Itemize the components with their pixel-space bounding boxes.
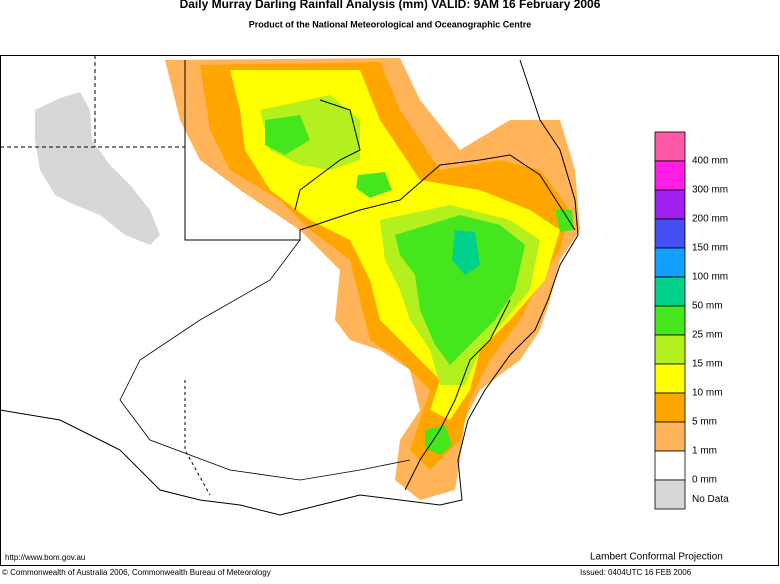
legend-label: 25 mm bbox=[692, 330, 723, 341]
legend-label: No Data bbox=[692, 494, 729, 505]
legend-label: 300 mm bbox=[692, 185, 728, 196]
legend-swatch bbox=[654, 189, 686, 220]
legend-label: 200 mm bbox=[692, 214, 728, 225]
title: Daily Murray Darling Rainfall Analysis (… bbox=[180, 0, 601, 11]
legend-label: 1 mm bbox=[692, 446, 717, 457]
source-url: http://www.bom.gov.au bbox=[5, 553, 85, 562]
legend-swatch bbox=[654, 363, 686, 394]
legend-swatch bbox=[654, 218, 686, 249]
legend: 400 mm 300 mm 200 mm 150 mm 100 mm 50 mm 25 mm… bbox=[654, 131, 729, 510]
map bbox=[0, 55, 779, 566]
legend-swatch bbox=[654, 305, 686, 336]
legend-swatch bbox=[654, 450, 686, 481]
copyright: © Commonwealth of Australia 2006, Common… bbox=[2, 568, 271, 577]
legend-label: 15 mm bbox=[692, 359, 723, 370]
legend-label: 50 mm bbox=[692, 301, 723, 312]
legend-label: 400 mm bbox=[692, 156, 728, 167]
projection: Lambert Conformal Projection bbox=[590, 552, 723, 563]
legend-swatch bbox=[654, 160, 686, 191]
issued: Issued: 0404UTC 16 FEB 2006 bbox=[580, 568, 692, 577]
legend-swatch bbox=[654, 334, 686, 365]
legend-swatch bbox=[654, 131, 686, 162]
legend-swatch bbox=[654, 479, 686, 510]
legend-swatch bbox=[654, 392, 686, 423]
legend-label: 0 mm bbox=[692, 475, 717, 486]
legend-label: 5 mm bbox=[692, 417, 717, 428]
legend-swatch bbox=[654, 276, 686, 307]
legend-label: 100 mm bbox=[692, 272, 728, 283]
legend-label: 150 mm bbox=[692, 243, 728, 254]
legend-swatch bbox=[654, 421, 686, 452]
legend-swatch bbox=[654, 247, 686, 278]
subtitle: Product of the National Meteorological a… bbox=[249, 19, 532, 29]
legend-label: 10 mm bbox=[692, 388, 723, 399]
